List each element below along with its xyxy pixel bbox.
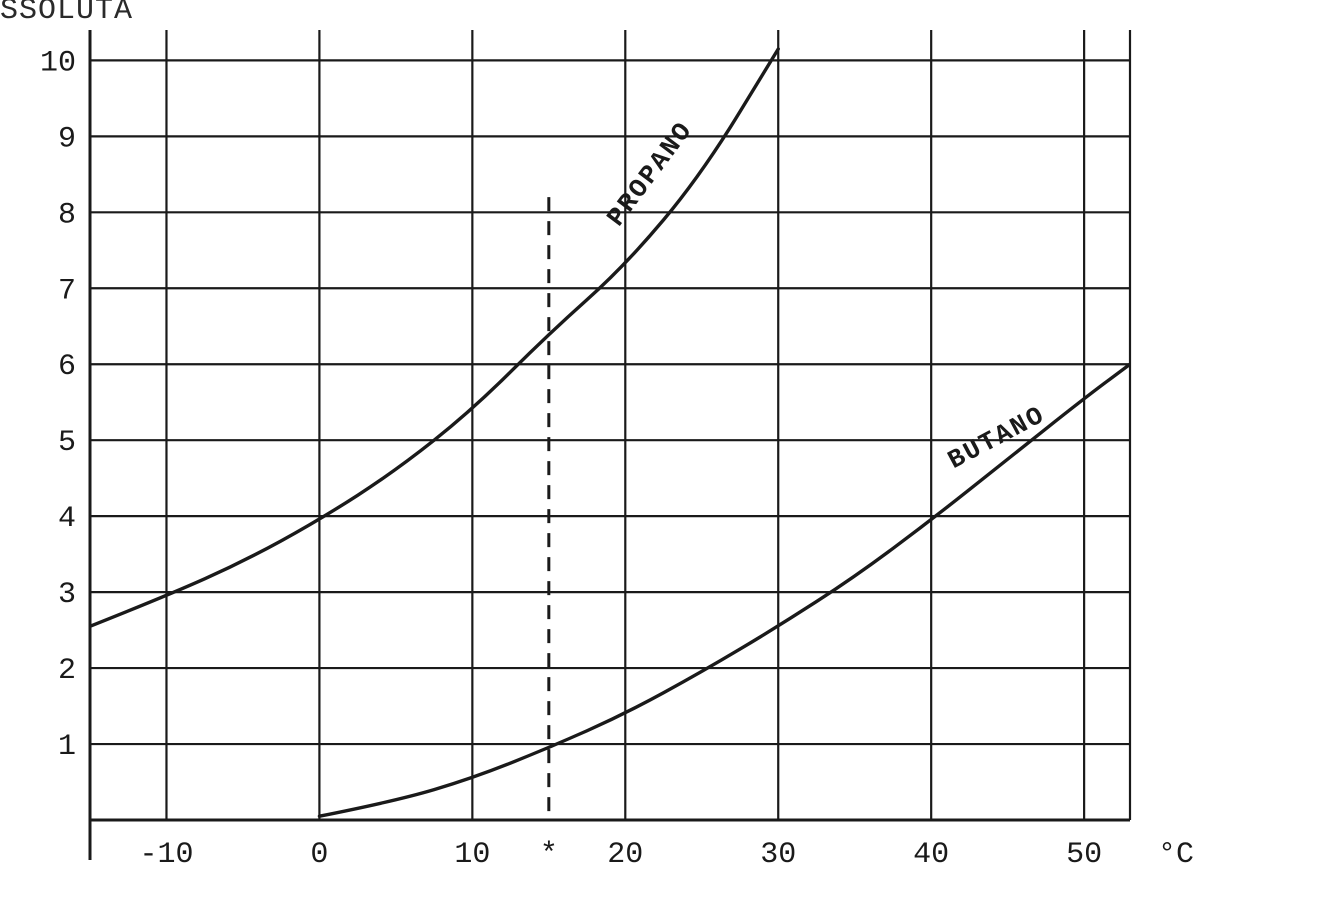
y-tick-label: 8 <box>58 198 76 232</box>
y-tick-label: 9 <box>58 122 76 156</box>
y-tick-label: 7 <box>58 274 76 308</box>
x-tick-label: 20 <box>607 838 643 872</box>
x-tick-label: 40 <box>913 838 949 872</box>
vapor-pressure-chart: PROPANOBUTANO12345678910-1001020304050*°… <box>0 0 1344 911</box>
x-axis-unit-label: °C <box>1158 838 1194 872</box>
x-tick-label: 30 <box>760 838 796 872</box>
y-tick-label: 5 <box>58 426 76 460</box>
x-tick-label: 10 <box>454 838 490 872</box>
y-tick-label: 2 <box>58 654 76 688</box>
reference-marker-asterisk: * <box>540 838 558 872</box>
x-tick-label: 50 <box>1066 838 1102 872</box>
x-tick-label: -10 <box>139 838 193 872</box>
chart-container: SSOLUTA PROPANOBUTANO12345678910-1001020… <box>0 0 1344 911</box>
x-tick-label: 0 <box>310 838 328 872</box>
yaxis-title-fragment: SSOLUTA <box>0 0 133 28</box>
y-tick-label: 10 <box>40 46 76 80</box>
y-tick-label: 3 <box>58 578 76 612</box>
y-tick-label: 6 <box>58 350 76 384</box>
y-tick-label: 1 <box>58 730 76 764</box>
y-tick-label: 4 <box>58 502 76 536</box>
